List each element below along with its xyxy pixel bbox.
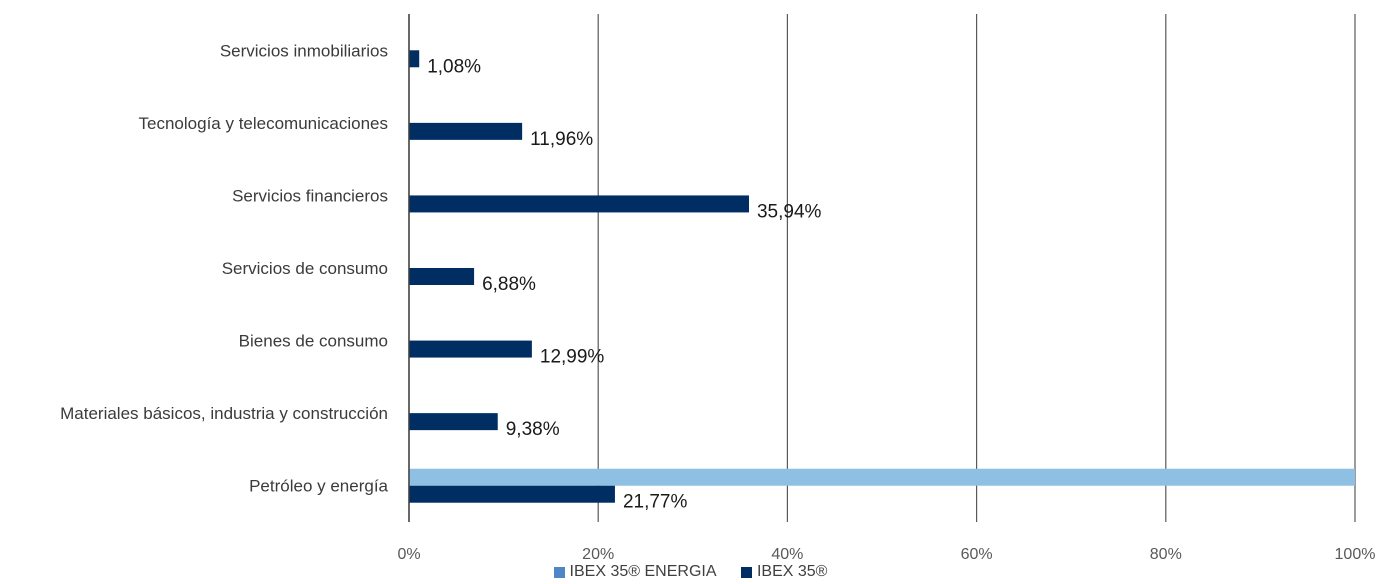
data-label-series1-0: 1,08% [427,56,481,77]
category-label-6: Petróleo y energía [249,477,388,496]
bar-series1-3 [409,268,475,285]
legend: IBEX 35® ENERGIA IBEX 35® [0,563,1381,583]
data-label-series1-5: 9,38% [506,419,560,440]
x-tick-label-3: 60% [961,546,993,560]
data-label-series1-6: 21,77% [623,492,688,513]
x-tick-label-5: 100% [1335,546,1376,560]
x-tick-label-1: 20% [582,546,614,560]
category-label-2: Servicios financieros [232,186,388,205]
bar-series0-6 [409,468,1355,486]
legend-label-ibex35: IBEX 35® [756,563,828,580]
bar-series1-5 [409,413,498,431]
bar-series1-1 [409,122,523,140]
legend-label-ibex35-energia: IBEX 35® ENERGIA [569,563,717,580]
legend-item-ibex35: IBEX 35® [740,563,828,581]
bar-series1-6 [409,485,615,503]
category-label-4: Bienes de consumo [239,332,388,351]
legend-swatch-ibex35 [740,566,752,578]
category-label-1: Tecnología y telecomunicaciones [139,114,388,133]
bar-series1-2 [409,195,749,213]
legend-swatch-ibex35-energia [553,566,565,578]
data-label-series1-3: 6,88% [482,274,536,295]
bar-series1-0 [409,50,420,68]
category-label-3: Servicios de consumo [222,259,388,278]
bar-chart: 0% 20% 40% 60% 80% 100% Servicios inmobiliario… [60,14,1376,560]
category-label-5: Materiales básicos, industria y construc… [60,404,388,423]
data-label-series1-1: 11,96% [530,129,593,150]
legend-item-ibex35-energia: IBEX 35® ENERGIA [553,563,717,581]
x-tick-label-2: 40% [771,546,803,560]
data-label-series1-2: 35,94% [757,201,822,222]
x-tick-label-4: 80% [1150,546,1182,560]
bar-series1-4 [409,340,532,358]
category-label-0: Servicios inmobiliarios [220,41,388,60]
data-label-series1-4: 12,99% [540,347,605,368]
x-tick-label-0: 0% [397,546,420,560]
